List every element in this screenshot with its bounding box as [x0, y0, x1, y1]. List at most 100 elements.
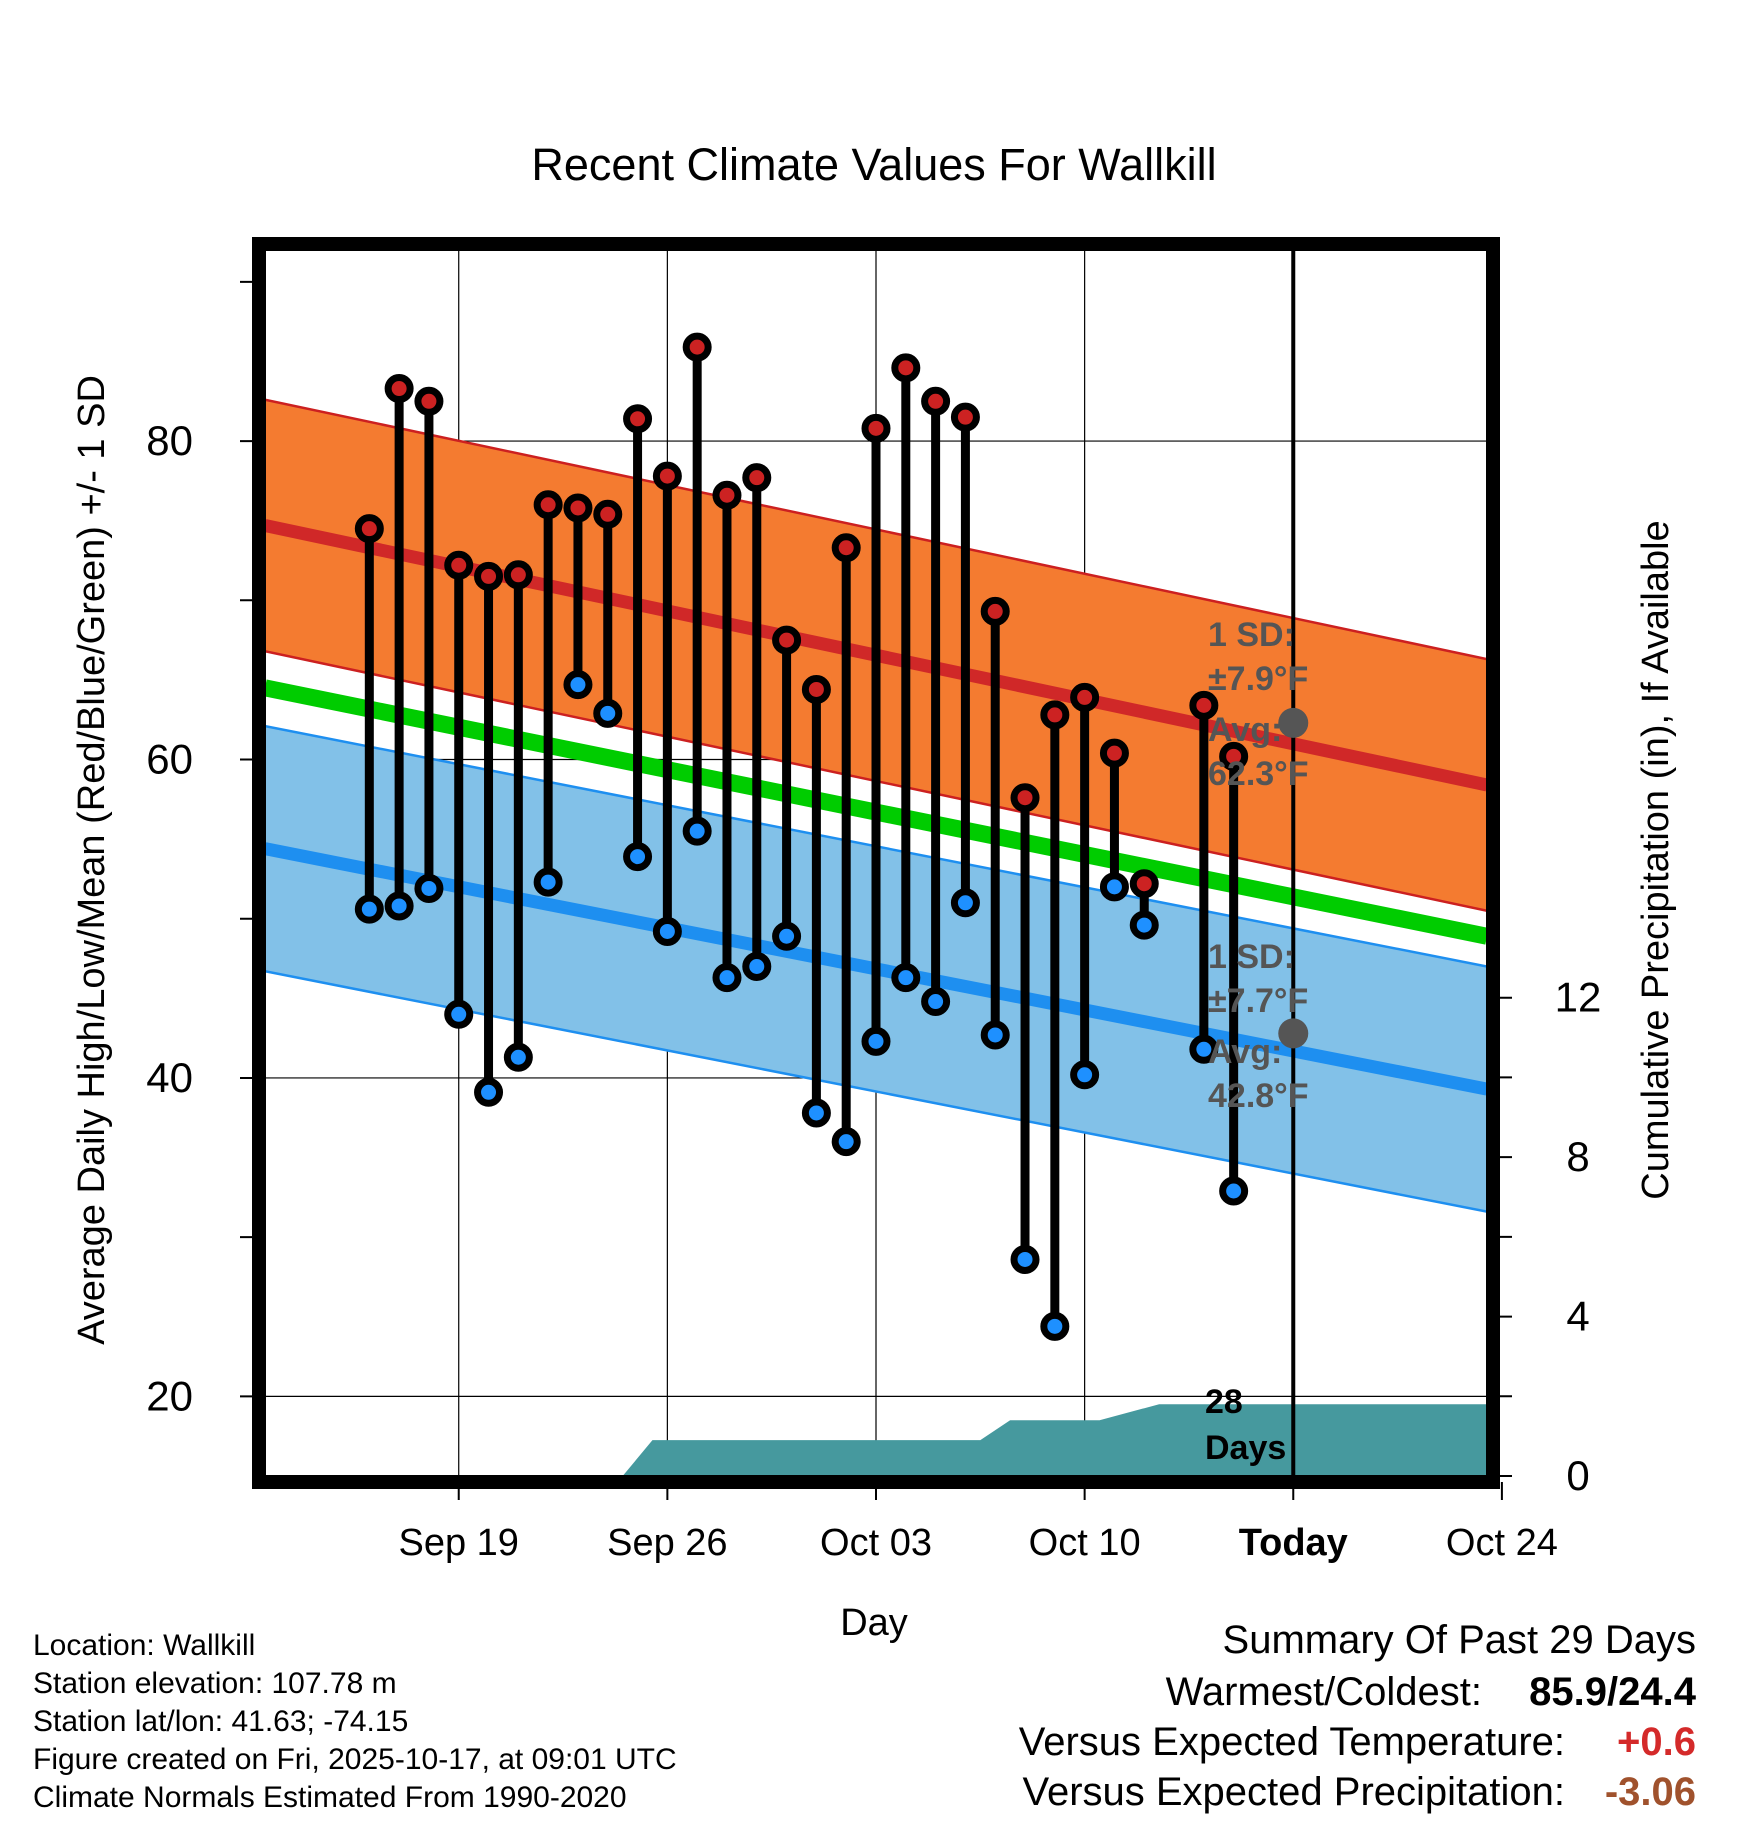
- footer-location: Location: Wallkill: [33, 1629, 256, 1662]
- y2-tick-label: 0: [1566, 1452, 1589, 1499]
- low-avg-label: Avg:: [1208, 1033, 1282, 1071]
- daily-low-point: [921, 987, 951, 1017]
- y-axis-ticks: 20 40 60 80: [146, 280, 259, 1419]
- daily-low-point: [533, 867, 563, 897]
- daily-low-point: [801, 1098, 831, 1128]
- daily-high-point: [921, 386, 951, 416]
- daily-high-point: [533, 490, 563, 520]
- daily-low-point: [414, 873, 444, 903]
- daily-high-point: [563, 493, 593, 523]
- daily-low-point: [474, 1077, 504, 1107]
- daily-low-point: [623, 842, 653, 872]
- daily-low-point: [354, 894, 384, 924]
- summary-warm-cold-value: 85.9/24.4: [1529, 1670, 1696, 1714]
- daily-high-point: [712, 480, 742, 510]
- daily-range-bars: [354, 332, 1249, 1341]
- y2-tick-label: 12: [1555, 974, 1602, 1021]
- daily-low-point: [444, 999, 474, 1029]
- low-sd-label: 1 SD:: [1208, 938, 1295, 976]
- daily-high-point: [950, 402, 980, 432]
- summary-temp-label: Versus Expected Temperature:: [1018, 1720, 1565, 1764]
- daily-high-point: [772, 625, 802, 655]
- footer-latlon: Station lat/lon: 41.63; -74.15: [33, 1705, 409, 1738]
- y-axis-label: Average Daily High/Low/Mean (Red/Blue/Gr…: [71, 375, 113, 1345]
- daily-high-point: [742, 463, 772, 493]
- y2-axis-label: Cumulative Precipitation (in), If Availa…: [1635, 520, 1677, 1199]
- days-count: 28: [1205, 1383, 1243, 1421]
- daily-low-point: [1219, 1176, 1249, 1206]
- daily-high-point: [652, 461, 682, 491]
- daily-low-point: [682, 816, 712, 846]
- plot-area: 1 SD: ±7.9°F Avg: 62.3°F 1 SD: ±7.7°F Av…: [265, 250, 1487, 1476]
- daily-high-point: [474, 561, 504, 591]
- high-sd-label: 1 SD:: [1208, 616, 1295, 654]
- daily-high-point: [414, 386, 444, 416]
- y2-axis-ticks: 0 4 8 12: [1493, 974, 1601, 1499]
- x-axis-label: Day: [840, 1602, 908, 1644]
- daily-low-point: [1189, 1034, 1219, 1064]
- daily-low-point: [1129, 910, 1159, 940]
- daily-high-point: [503, 560, 533, 590]
- daily-low-point: [891, 963, 921, 993]
- today-avg-low-dot: [1278, 1018, 1309, 1049]
- summary-title: Summary Of Past 29 Days: [1222, 1618, 1696, 1662]
- daily-high-point: [1219, 741, 1249, 771]
- x-axis-ticks: Sep 19 Sep 26 Oct 03 Oct 10 Today Oct 24: [399, 1482, 1558, 1564]
- daily-high-point: [384, 374, 414, 404]
- high-sd-value: ±7.9°F: [1208, 660, 1308, 698]
- daily-high-point: [801, 674, 831, 704]
- daily-high-point: [861, 413, 891, 443]
- x-tick-label: Today: [1239, 1522, 1348, 1564]
- daily-low-point: [503, 1042, 533, 1072]
- daily-high-point: [444, 550, 474, 580]
- y-tick-label: 20: [146, 1372, 193, 1419]
- footer-created: Figure created on Fri, 2025-10-17, at 09…: [33, 1743, 677, 1776]
- daily-low-point: [652, 916, 682, 946]
- summary-precip-label: Versus Expected Precipitation:: [1022, 1770, 1565, 1814]
- footer-elevation: Station elevation: 107.78 m: [33, 1667, 397, 1700]
- daily-low-point: [950, 888, 980, 918]
- daily-low-point: [712, 963, 742, 993]
- today-avg-high-dot: [1278, 707, 1309, 738]
- annotations: 1 SD: ±7.9°F Avg: 62.3°F 1 SD: ±7.7°F Av…: [1205, 616, 1309, 1467]
- y-tick-label: 40: [146, 1054, 193, 1101]
- y2-tick-label: 4: [1566, 1293, 1589, 1340]
- daily-low-point: [593, 698, 623, 728]
- daily-low-point: [861, 1026, 891, 1056]
- daily-high-point: [1189, 690, 1219, 720]
- footer-normals: Climate Normals Estimated From 1990-2020: [33, 1781, 627, 1814]
- days-label: Days: [1205, 1429, 1286, 1467]
- summary-warm-cold-label: Warmest/Coldest:: [1165, 1670, 1482, 1714]
- daily-low-point: [1010, 1244, 1040, 1274]
- daily-high-point: [682, 332, 712, 362]
- plot-frame: [252, 237, 1500, 1489]
- chart-title: Recent Climate Values For Wallkill: [531, 139, 1216, 190]
- summary-precip-value: -3.06: [1604, 1770, 1696, 1814]
- y2-tick-label: 8: [1566, 1133, 1589, 1180]
- daily-high-point: [593, 499, 623, 529]
- precipitation-fill: [265, 1404, 1487, 1476]
- daily-low-point: [980, 1020, 1010, 1050]
- daily-low-point: [384, 891, 414, 921]
- high-avg-value: 62.3°F: [1208, 755, 1309, 793]
- daily-low-point: [1070, 1060, 1100, 1090]
- daily-high-point: [1070, 682, 1100, 712]
- daily-high-point: [980, 596, 1010, 626]
- daily-low-point: [563, 670, 593, 700]
- daily-low-point: [831, 1127, 861, 1157]
- x-tick-label: Sep 19: [399, 1522, 519, 1564]
- daily-high-point: [354, 514, 384, 544]
- daily-high-point: [831, 533, 861, 563]
- daily-high-point: [1129, 869, 1159, 899]
- daily-high-point: [891, 353, 921, 383]
- x-tick-label: Oct 03: [820, 1522, 932, 1564]
- x-tick-label: Oct 10: [1029, 1522, 1141, 1564]
- low-avg-value: 42.8°F: [1208, 1077, 1309, 1115]
- daily-low-point: [1099, 872, 1129, 902]
- daily-low-point: [772, 921, 802, 951]
- high-avg-label: Avg:: [1208, 711, 1282, 749]
- daily-high-point: [1040, 700, 1070, 730]
- daily-low-point: [742, 951, 772, 981]
- summary-temp-value: +0.6: [1617, 1720, 1696, 1764]
